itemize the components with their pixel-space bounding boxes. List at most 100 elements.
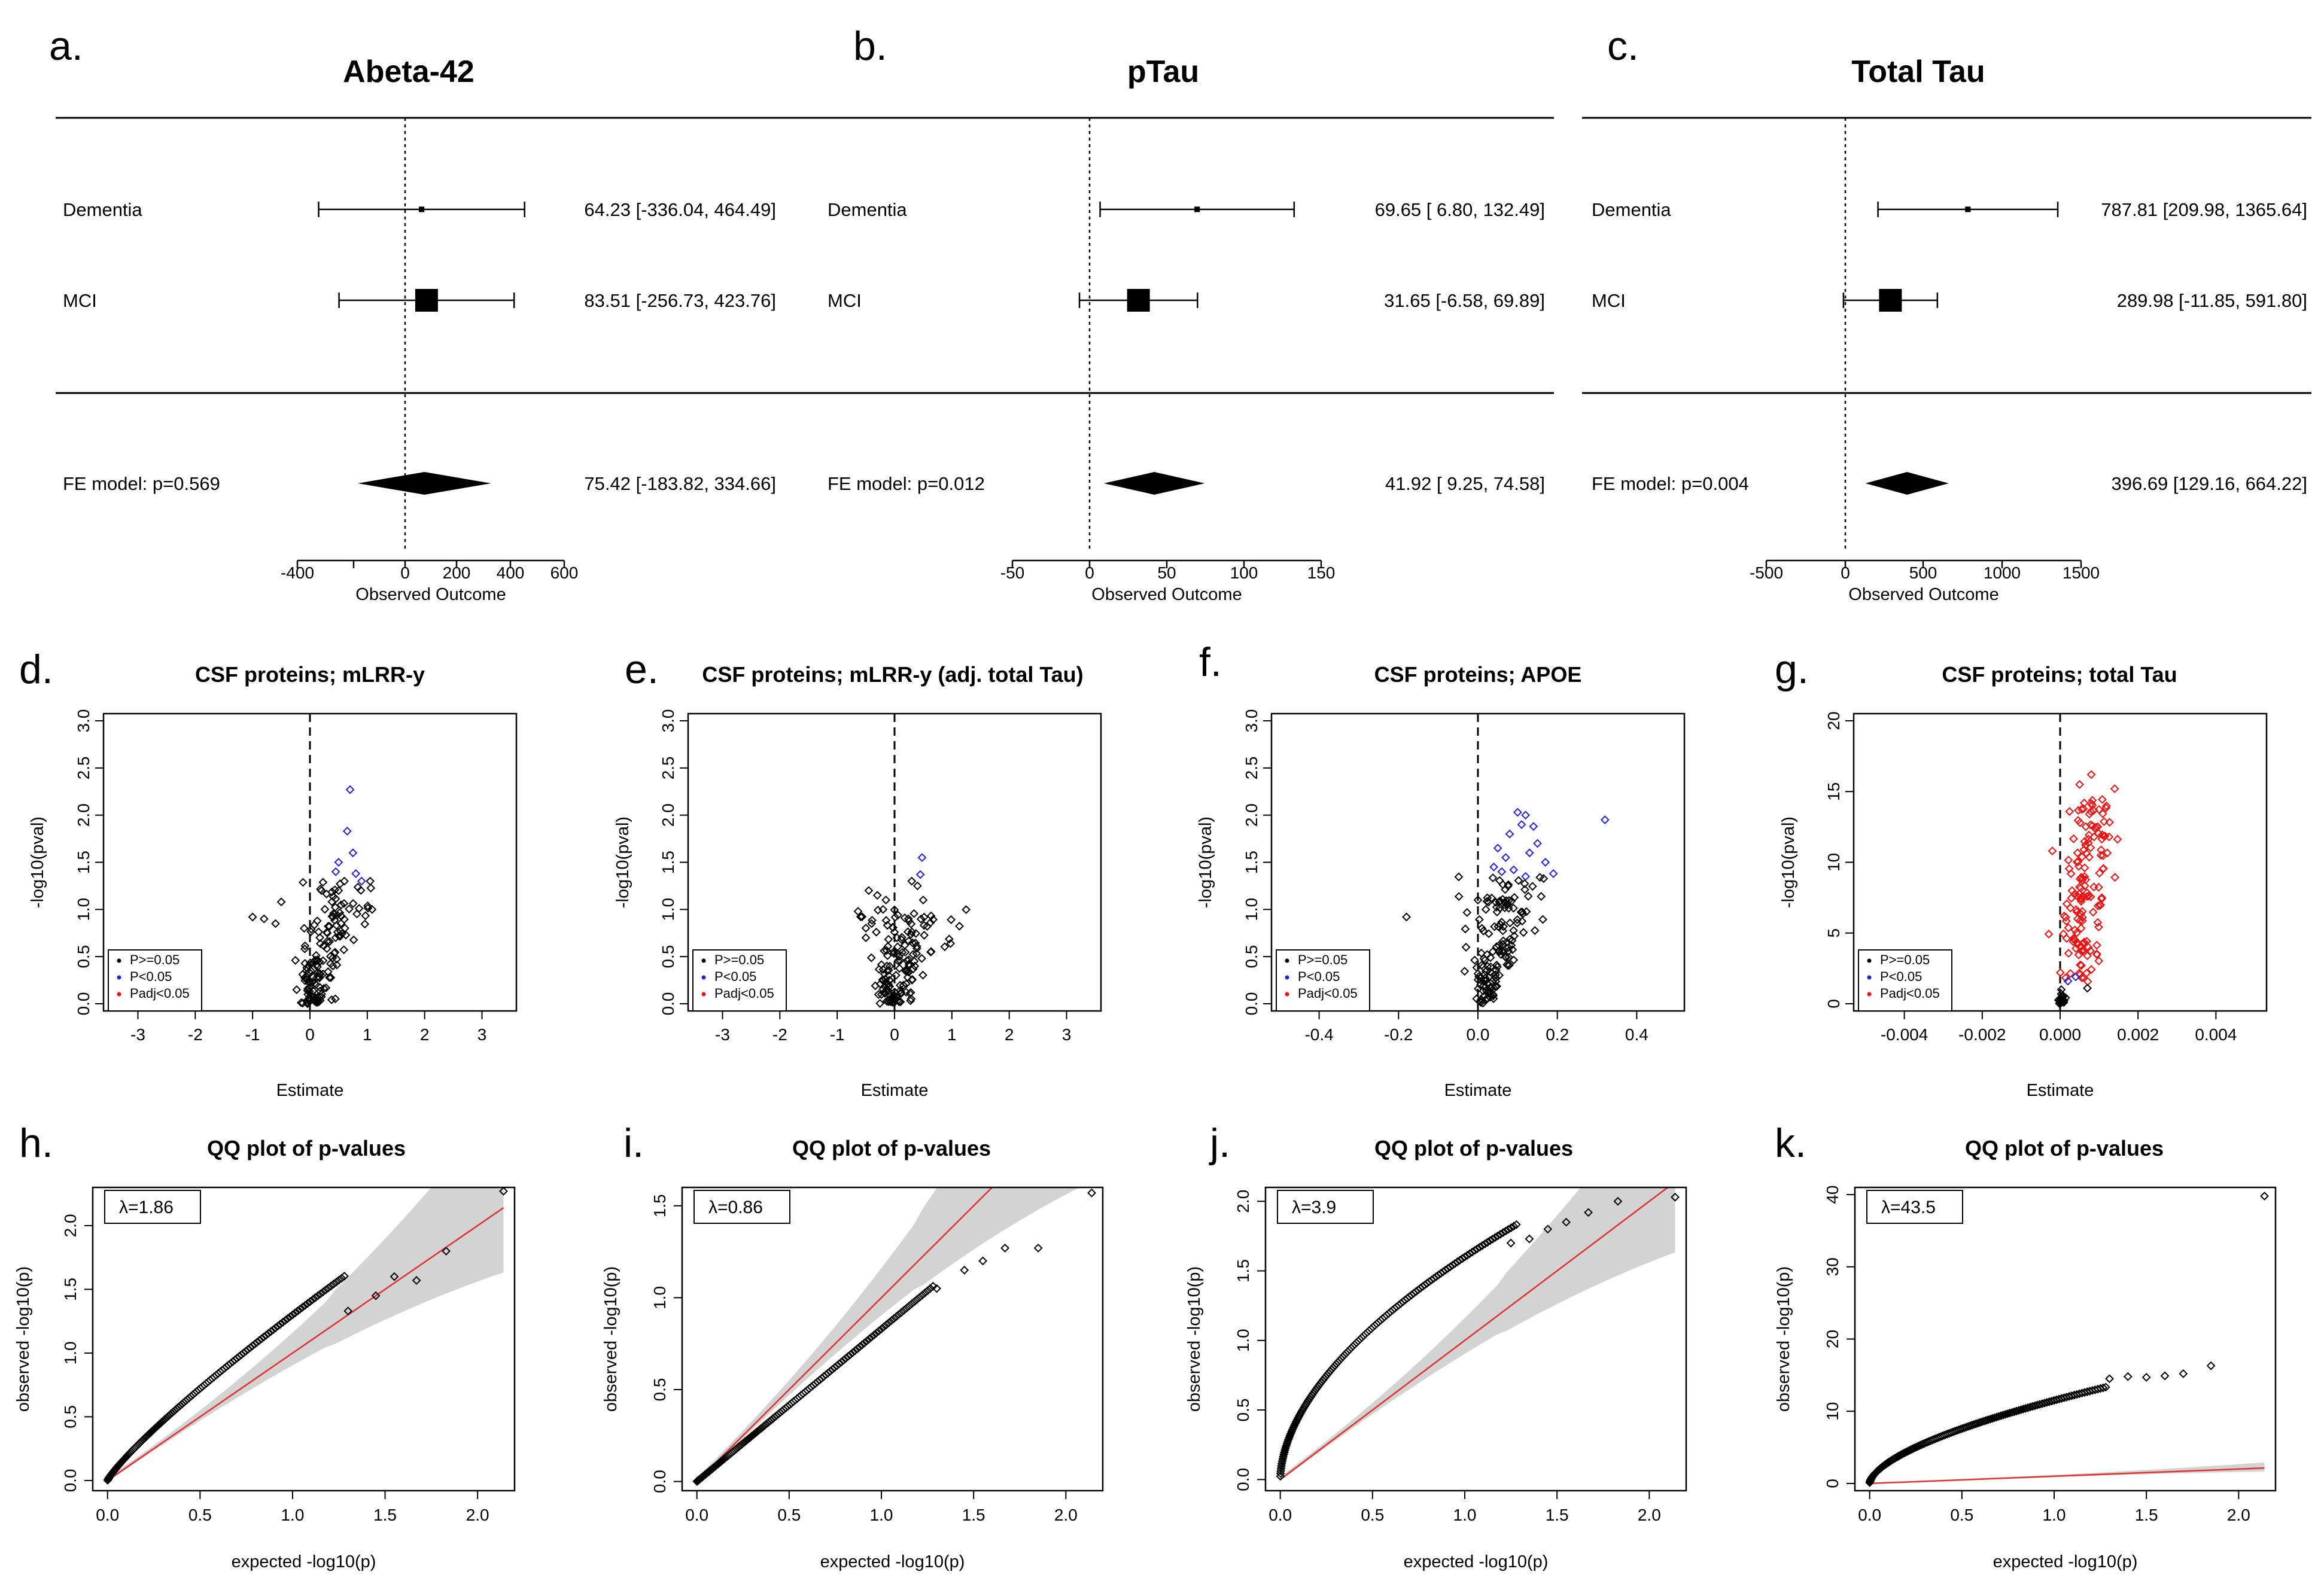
qq-point: [2037, 1399, 2047, 1409]
y-tick-label: 3.0: [659, 709, 677, 733]
y-tick-label: 0.5: [1242, 945, 1261, 968]
qq-point: [1509, 1221, 1519, 1231]
data-point: [361, 911, 370, 921]
y-tick-label: 0.0: [650, 1470, 669, 1493]
data-point-padj: [2100, 831, 2109, 841]
data-point-padj: [2079, 939, 2088, 948]
data-point: [1504, 943, 1513, 952]
data-point: [890, 905, 899, 915]
legend-marker: [1867, 958, 1872, 963]
qq-point: [499, 1187, 508, 1196]
summary-text: 75.42 [-183.82, 334.66]: [584, 473, 776, 494]
plot-frame: [92, 1186, 516, 1492]
qq-point: [1291, 1417, 1301, 1426]
qq-point: [1295, 1411, 1304, 1421]
data-point: [305, 997, 314, 1006]
qq-plot-j: QQ plot of p-values λ=3.9 0.0 0.5 1.0 1.5 2.0 0…: [1185, 1136, 1687, 1571]
qq-point: [1033, 1243, 1043, 1253]
qq-plot-h: QQ plot of p-values λ=1.86 0.0 0.5 1.0 1.5 2.0…: [14, 1136, 516, 1571]
qq-point: [1000, 1243, 1009, 1253]
x-axis-label: Estimate: [1444, 1081, 1512, 1100]
data-point-padj: [2088, 907, 2098, 917]
data-point: [1479, 962, 1488, 971]
data-point-padj: [2075, 818, 2085, 827]
x-tick-label: 1.0: [870, 1506, 893, 1524]
data-point-padj: [2073, 857, 2083, 866]
data-point: [1454, 892, 1464, 901]
identity-line: [1279, 1187, 1669, 1481]
plot-area: [1865, 1192, 2269, 1487]
y-axis-label: -log10(pval): [1196, 817, 1215, 908]
data-point: [1497, 946, 1507, 956]
forest-plot-b: pTau Dementia 69.65 [ 6.80, 132.49] MCI 31.6…: [819, 54, 1554, 604]
x-axis-label: Estimate: [861, 1081, 929, 1100]
data-point-padj: [2093, 901, 2103, 910]
data-point-padj: [2069, 834, 2078, 843]
data-point: [900, 940, 909, 950]
y-tick-label: 0: [1823, 1479, 1842, 1488]
data-point: [884, 971, 893, 980]
data-point: [1514, 876, 1523, 885]
y-tick-label: 1.5: [1242, 851, 1261, 874]
data-point: [363, 903, 373, 913]
data-point: [328, 961, 337, 971]
data-point-padj: [2067, 886, 2077, 895]
legend-marker: [117, 958, 121, 963]
qq-point: [1288, 1425, 1297, 1434]
data-point: [944, 934, 954, 944]
data-point: [1499, 922, 1508, 931]
data-point: [2055, 999, 2065, 1009]
data-point: [947, 915, 956, 924]
data-point: [889, 947, 899, 957]
data-point: [878, 904, 888, 914]
plot-title: QQ plot of p-values: [792, 1136, 991, 1160]
data-point: [326, 952, 335, 961]
data-point: [291, 956, 300, 965]
data-point-sig: [1513, 808, 1522, 817]
data-point-padj: [2077, 913, 2087, 922]
data-point-padj: [2104, 832, 2114, 842]
data-point: [873, 906, 883, 915]
y-tick-label: 10: [1823, 1402, 1842, 1421]
data-point: [902, 979, 911, 989]
x-tick-label: 0.0: [685, 1506, 708, 1524]
data-point-padj: [2070, 925, 2079, 935]
data-point: [923, 922, 932, 931]
x-tick-label: 0: [305, 1025, 315, 1044]
plot-title: CSF proteins; mLRR-y: [195, 662, 425, 687]
data-point: [881, 916, 891, 925]
qq-point: [2260, 1192, 2269, 1201]
lambda-label: λ=43.5: [1881, 1198, 1936, 1217]
qq-point: [1475, 1242, 1485, 1252]
identity-line: [696, 1187, 993, 1482]
qq-point: [2054, 1394, 2064, 1404]
data-point-sig: [1549, 869, 1558, 878]
qq-point: [1276, 1472, 1285, 1481]
data-point-padj: [2076, 924, 2086, 933]
data-point: [325, 973, 334, 982]
data-point-padj: [2105, 818, 2115, 827]
data-point: [349, 935, 358, 945]
data-point: [1505, 934, 1514, 944]
qq-point: [412, 1276, 421, 1285]
data-point-padj: [2110, 873, 2120, 882]
y-tick-label: 2.0: [61, 1214, 80, 1237]
data-point: [318, 878, 328, 887]
data-point: [909, 957, 919, 966]
lambda-box: [104, 1190, 201, 1224]
y-tick-label: 0.5: [659, 945, 677, 968]
qq-plot-i: QQ plot of p-values λ=0.86 0.0 0.5 1.0 1.5 2.0…: [601, 1136, 1104, 1571]
data-point-sig: [915, 870, 925, 879]
qq-point: [1981, 1416, 1991, 1425]
effect-text: 31.65 [-6.58, 69.89]: [1384, 290, 1545, 311]
plot-frame: [1264, 1186, 1687, 1492]
data-point: [911, 929, 921, 938]
data-point-padj: [2086, 946, 2095, 955]
y-tick-label: 2.0: [1234, 1190, 1252, 1213]
panel-letter-g: g.: [1775, 647, 1809, 692]
lambda-label: λ=0.86: [708, 1198, 763, 1217]
data-point: [1509, 903, 1518, 913]
x-tick-label: 0.2: [1546, 1025, 1569, 1044]
data-point: [1472, 994, 1482, 1003]
qq-point: [1292, 1415, 1302, 1424]
